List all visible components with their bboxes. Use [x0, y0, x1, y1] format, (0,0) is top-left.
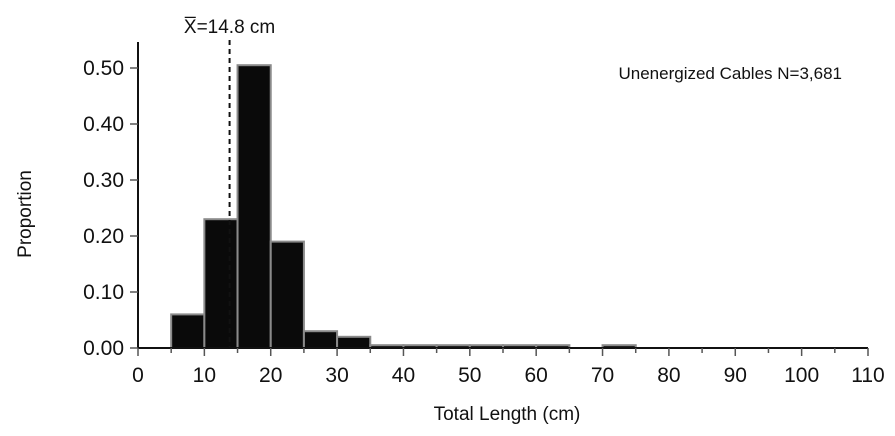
sample-annotation: Unenergized Cables N=3,681 — [618, 64, 842, 83]
x-axis: 0 10 20 30 40 50 60 70 80 90 100 110 — [132, 347, 885, 387]
x-tick-label: 20 — [259, 364, 282, 387]
x-tick-label: 60 — [525, 364, 548, 387]
histogram-bar-10-15 — [203, 218, 239, 349]
x-tick-label: 30 — [325, 364, 348, 387]
histogram-bar-30-35 — [336, 335, 372, 349]
y-axis: 0.00 0.10 0.20 0.30 0.40 0.50 — [83, 42, 139, 360]
y-tick-label: 0.00 — [83, 337, 124, 360]
x-tick-label: 80 — [657, 364, 680, 387]
histogram-bar-25-30 — [302, 330, 339, 350]
mean-label: X̅=14.8 cm — [184, 17, 275, 38]
bars-group — [170, 64, 637, 350]
x-axis-title: Total Length (cm) — [434, 404, 581, 425]
histogram-bar-5-10 — [170, 313, 206, 349]
x-tick-label: 0 — [132, 364, 144, 387]
x-tick-label: 40 — [392, 364, 415, 387]
x-tick-label: 50 — [458, 364, 481, 387]
y-tick-label: 0.50 — [83, 57, 124, 80]
x-tick-label: 70 — [591, 364, 614, 387]
x-tick-label: 110 — [851, 364, 884, 387]
histogram-bar-15-20 — [236, 64, 272, 349]
y-tick-label: 0.20 — [83, 225, 124, 248]
y-tick-label: 0.10 — [83, 281, 124, 304]
histogram-bar-20-25 — [269, 240, 305, 350]
y-tick-label: 0.30 — [83, 169, 124, 192]
y-tick-label: 0.40 — [83, 113, 124, 136]
x-tick-label: 10 — [193, 364, 216, 387]
x-tick-label: 90 — [724, 364, 747, 387]
x-tick-label: 100 — [784, 364, 819, 387]
y-axis-title: Proportion — [15, 170, 36, 258]
